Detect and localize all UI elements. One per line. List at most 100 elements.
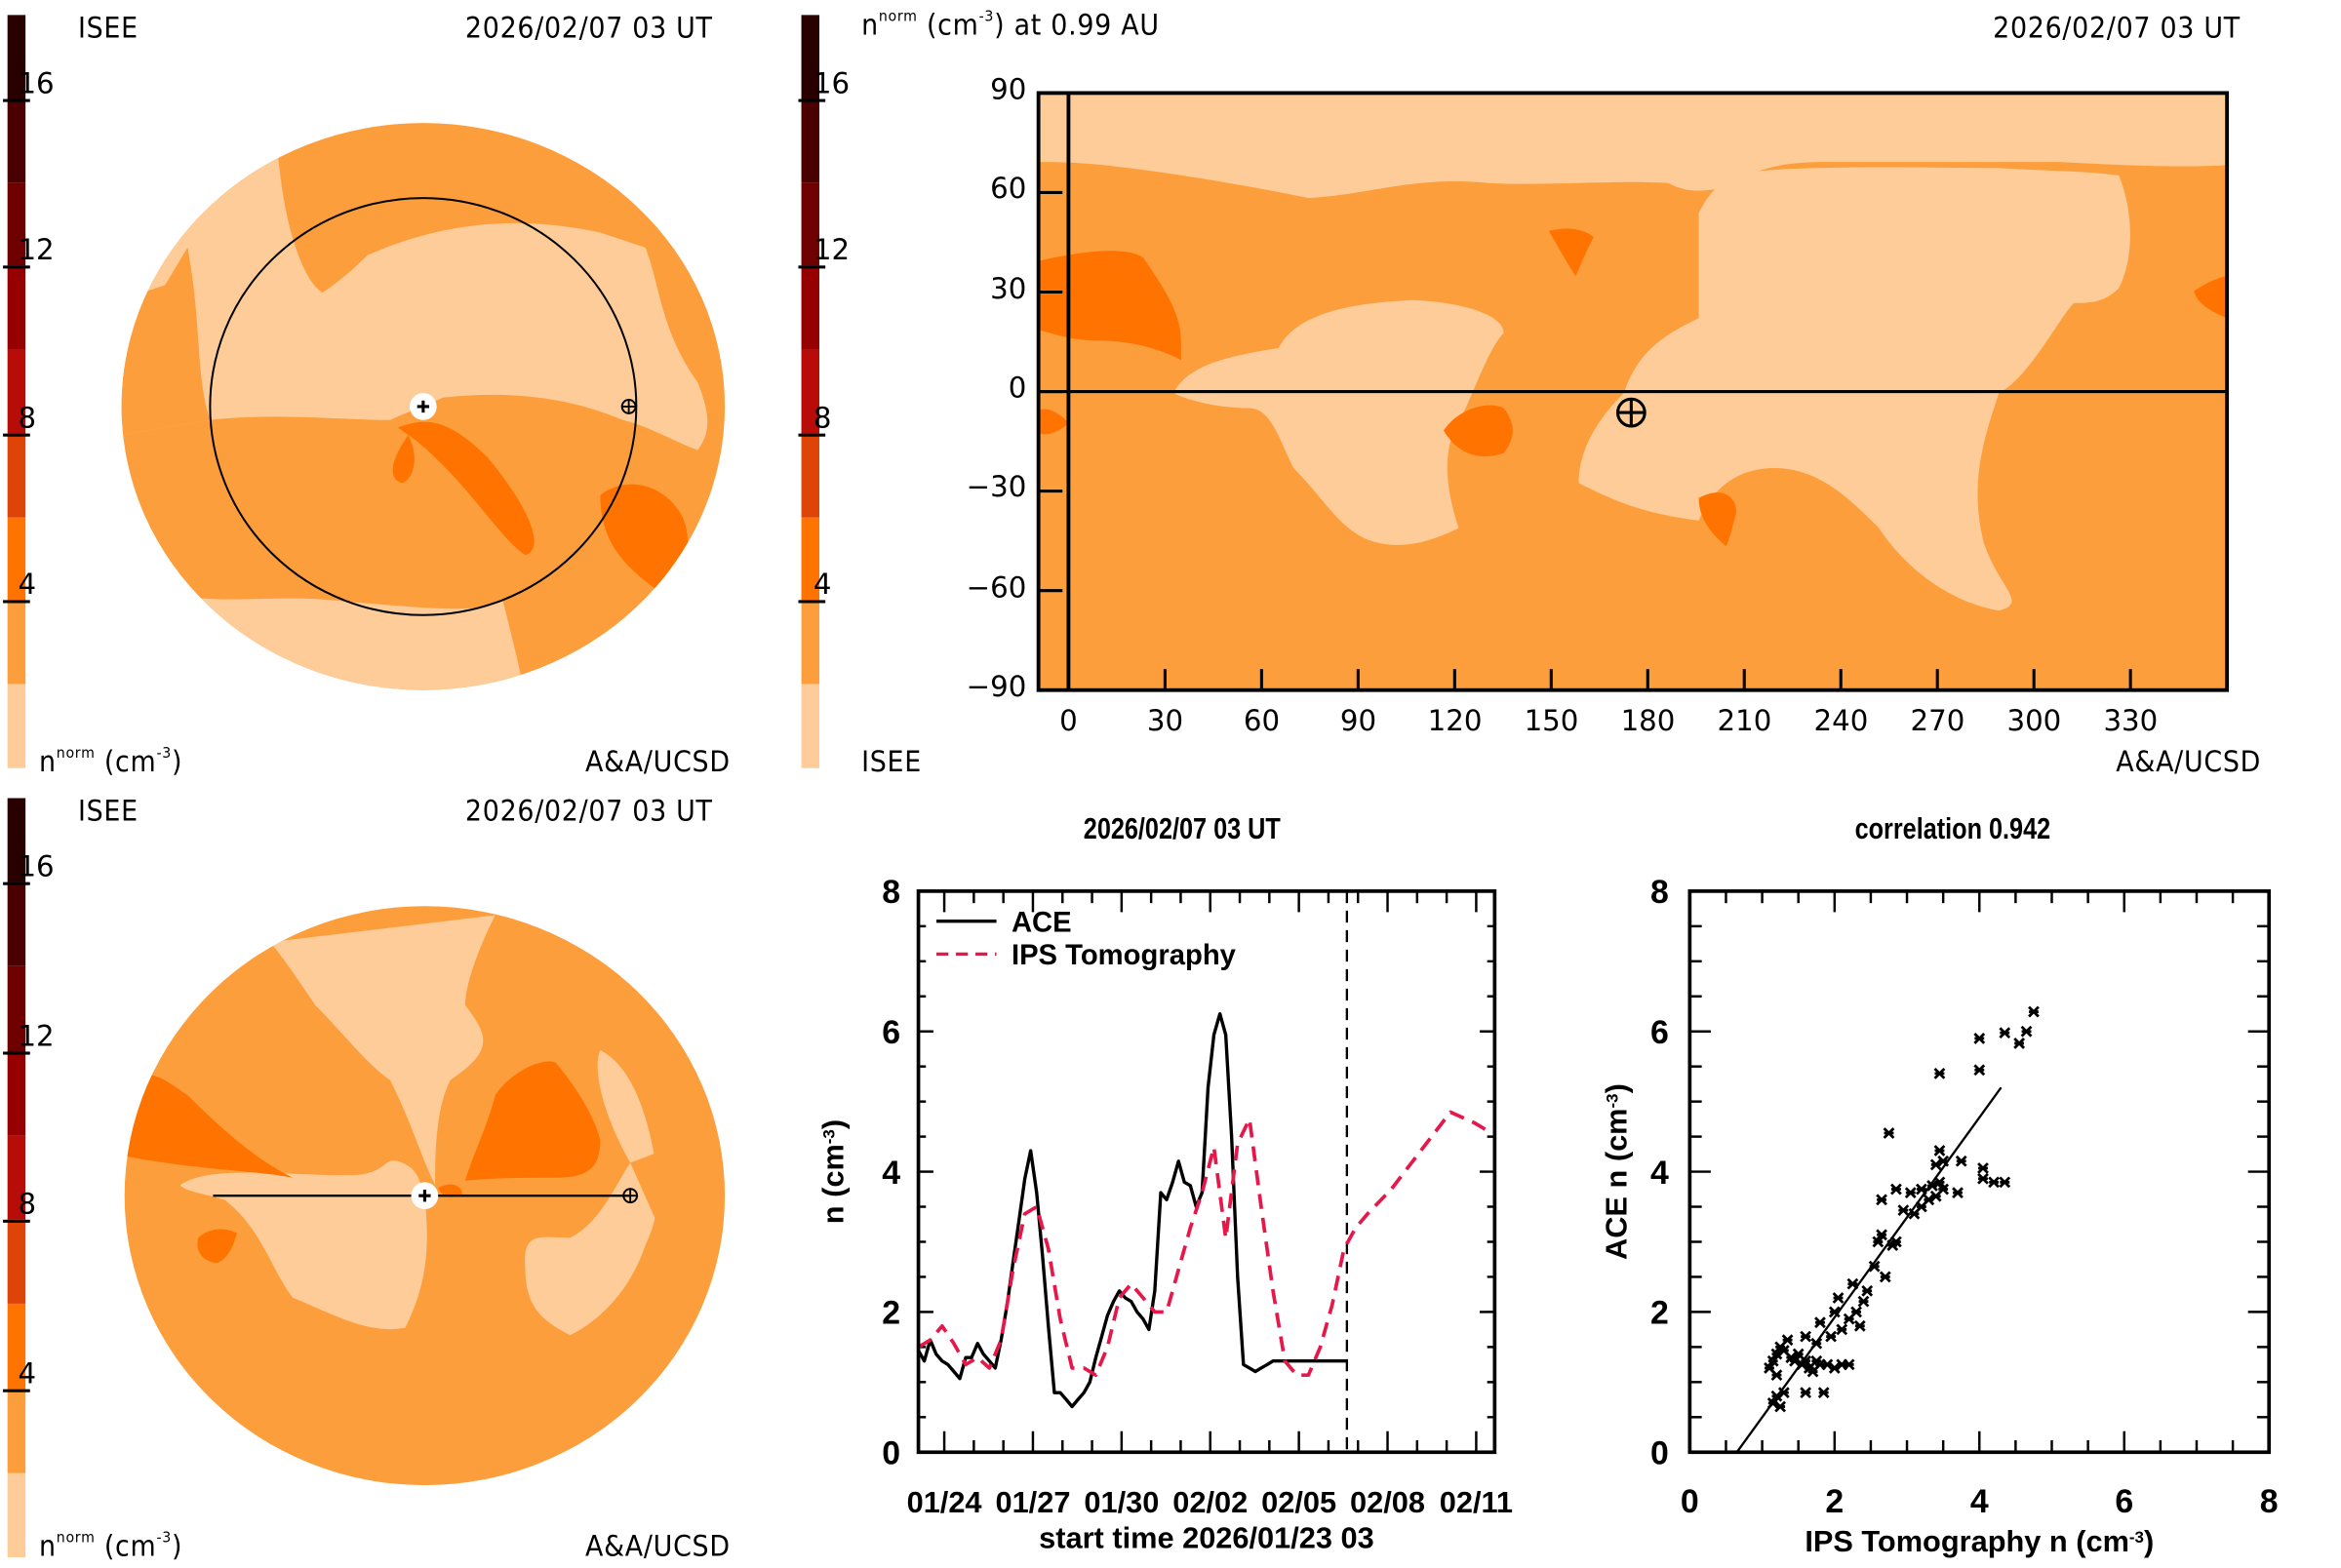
scatter-point	[1774, 1400, 1787, 1413]
contour-level-1	[525, 1049, 658, 1336]
colorbar-band	[801, 15, 820, 99]
y-tick-label: 4	[1650, 1155, 1669, 1192]
colorbar-tick	[3, 1388, 30, 1392]
colorbar-tick-label: 12	[18, 1019, 55, 1053]
lat-tick-label: 0	[1008, 372, 1027, 406]
colorbar-band	[7, 600, 26, 685]
scatter-point	[1904, 1187, 1917, 1199]
lon-tick-label: 300	[2006, 705, 2062, 738]
colorbar-band	[801, 684, 820, 768]
scatter-point	[1999, 1027, 2011, 1039]
colorbar-band	[7, 684, 26, 768]
lat-tick-label: −30	[966, 471, 1027, 505]
colorbar-band	[7, 181, 26, 266]
contour-level-1	[179, 1160, 427, 1330]
colorbar-band	[7, 882, 26, 967]
lon-tick-label: 120	[1427, 705, 1483, 738]
unit-label: nnorm (cm-3)	[39, 1530, 183, 1564]
colorbar-tick	[3, 601, 30, 605]
scatter-point	[1883, 1127, 1895, 1139]
y-tick-label: 0	[1650, 1435, 1669, 1472]
colorbar-band	[7, 433, 26, 518]
colorbar-band	[801, 433, 820, 518]
legend-label: IPS Tomography	[1012, 940, 1237, 971]
scatter-point	[1861, 1284, 1874, 1297]
x-tick-label: 02/11	[1440, 1485, 1513, 1519]
credit-label: A&A/UCSD	[585, 1530, 731, 1564]
ecliptic-density-disk	[121, 123, 726, 690]
earth-icon	[1615, 397, 1647, 428]
plot-frame	[1687, 889, 2272, 1455]
colorbar-bottom-left	[7, 798, 26, 1557]
contour-level-1	[1578, 167, 2130, 611]
colorbar-tick	[3, 98, 30, 102]
meridional-density-disk	[124, 906, 726, 1486]
earth-icon	[620, 399, 637, 414]
colorbar-tick-label: 4	[813, 568, 832, 603]
colorbar-band	[801, 600, 820, 685]
colorbar-tick-label: 8	[18, 402, 37, 435]
timestamp: 2026/02/07 03 UT	[464, 795, 713, 829]
y-tick-label: 4	[882, 1155, 900, 1192]
contour-level-1	[1038, 93, 2228, 199]
contour-level-3	[397, 421, 535, 556]
colorbar-tick-label: 4	[18, 1356, 37, 1391]
scatter-point	[1973, 1033, 1986, 1044]
contour-level-1	[1173, 299, 1504, 545]
colorbar-tick-label: 16	[18, 66, 55, 100]
axis-ticks	[1038, 91, 2132, 692]
x-tick-label: 2	[1825, 1483, 1844, 1520]
x-axis-label: IPS Tomography n (cm-3)	[1805, 1524, 2154, 1558]
plot-frame	[916, 889, 1497, 1455]
colorbar-band	[801, 181, 820, 266]
lat-lon-density-map	[1036, 91, 2230, 692]
sun-plus-icon	[417, 400, 430, 413]
colorbar-top-left	[7, 15, 26, 768]
contour-level-3	[197, 1229, 238, 1264]
x-tick-label: 8	[2260, 1483, 2279, 1520]
scatter-point	[1850, 1306, 1862, 1318]
lat-tick-label: 30	[990, 272, 1027, 306]
colorbar-tick	[3, 433, 30, 437]
scatter-point	[1933, 1067, 1946, 1079]
contour-level-1	[121, 149, 708, 451]
y-tick-label: 2	[1650, 1295, 1669, 1332]
map-title: nnorm (cm-3) at 0.99 AU	[861, 9, 1160, 43]
colorbar-band	[7, 98, 26, 182]
lon-tick-label: 0	[1059, 705, 1078, 738]
scatter-point	[1952, 1187, 1964, 1199]
ips-series-line	[917, 1110, 1488, 1378]
contour-level-1	[1743, 349, 1835, 372]
contour-level-3	[438, 1184, 462, 1197]
scatter-point	[1832, 1292, 1845, 1304]
scatter-chart: 0 2 4 6 8 0 2 4 6 8 IPS Tomography n (cm-3) ACE n (…	[1600, 874, 2279, 1558]
contour-level-3	[1548, 228, 1594, 277]
x-tick-label: 02/02	[1172, 1485, 1248, 1519]
colorbar-band	[7, 1472, 26, 1557]
unit-label: nnorm (cm-3)	[39, 745, 183, 779]
colorbar-band	[7, 1050, 26, 1136]
scatter-point	[1853, 1319, 1866, 1332]
scatter-point	[2020, 1025, 2033, 1038]
colorbar-band	[7, 1219, 26, 1305]
contour-level-3	[1038, 409, 1069, 435]
credit-label: A&A/UCSD	[585, 745, 731, 779]
scatter-point	[1933, 1145, 1946, 1156]
scatter-point	[1879, 1271, 1891, 1283]
colorbar-tick-label: 8	[18, 1188, 37, 1222]
colorbar-band	[7, 1135, 26, 1220]
contour-level-3	[600, 484, 689, 593]
x-tick-label: 0	[1681, 1483, 1699, 1520]
colorbar-band	[7, 1388, 26, 1473]
lat-tick-label: 60	[990, 173, 1027, 207]
scatter-point	[1814, 1316, 1826, 1329]
colorbar-band	[801, 265, 820, 350]
scatter-point	[1800, 1387, 1812, 1399]
colorbar-tick-label: 16	[813, 66, 851, 100]
y-tick-label: 6	[1650, 1014, 1669, 1051]
timeseries-title: 2026/02/07 03 UT	[1083, 812, 1281, 846]
x-tick-label: 6	[2115, 1483, 2133, 1520]
colorbar-tick	[3, 882, 30, 886]
colorbar-band	[7, 265, 26, 350]
scatter-point	[1766, 1354, 1779, 1367]
